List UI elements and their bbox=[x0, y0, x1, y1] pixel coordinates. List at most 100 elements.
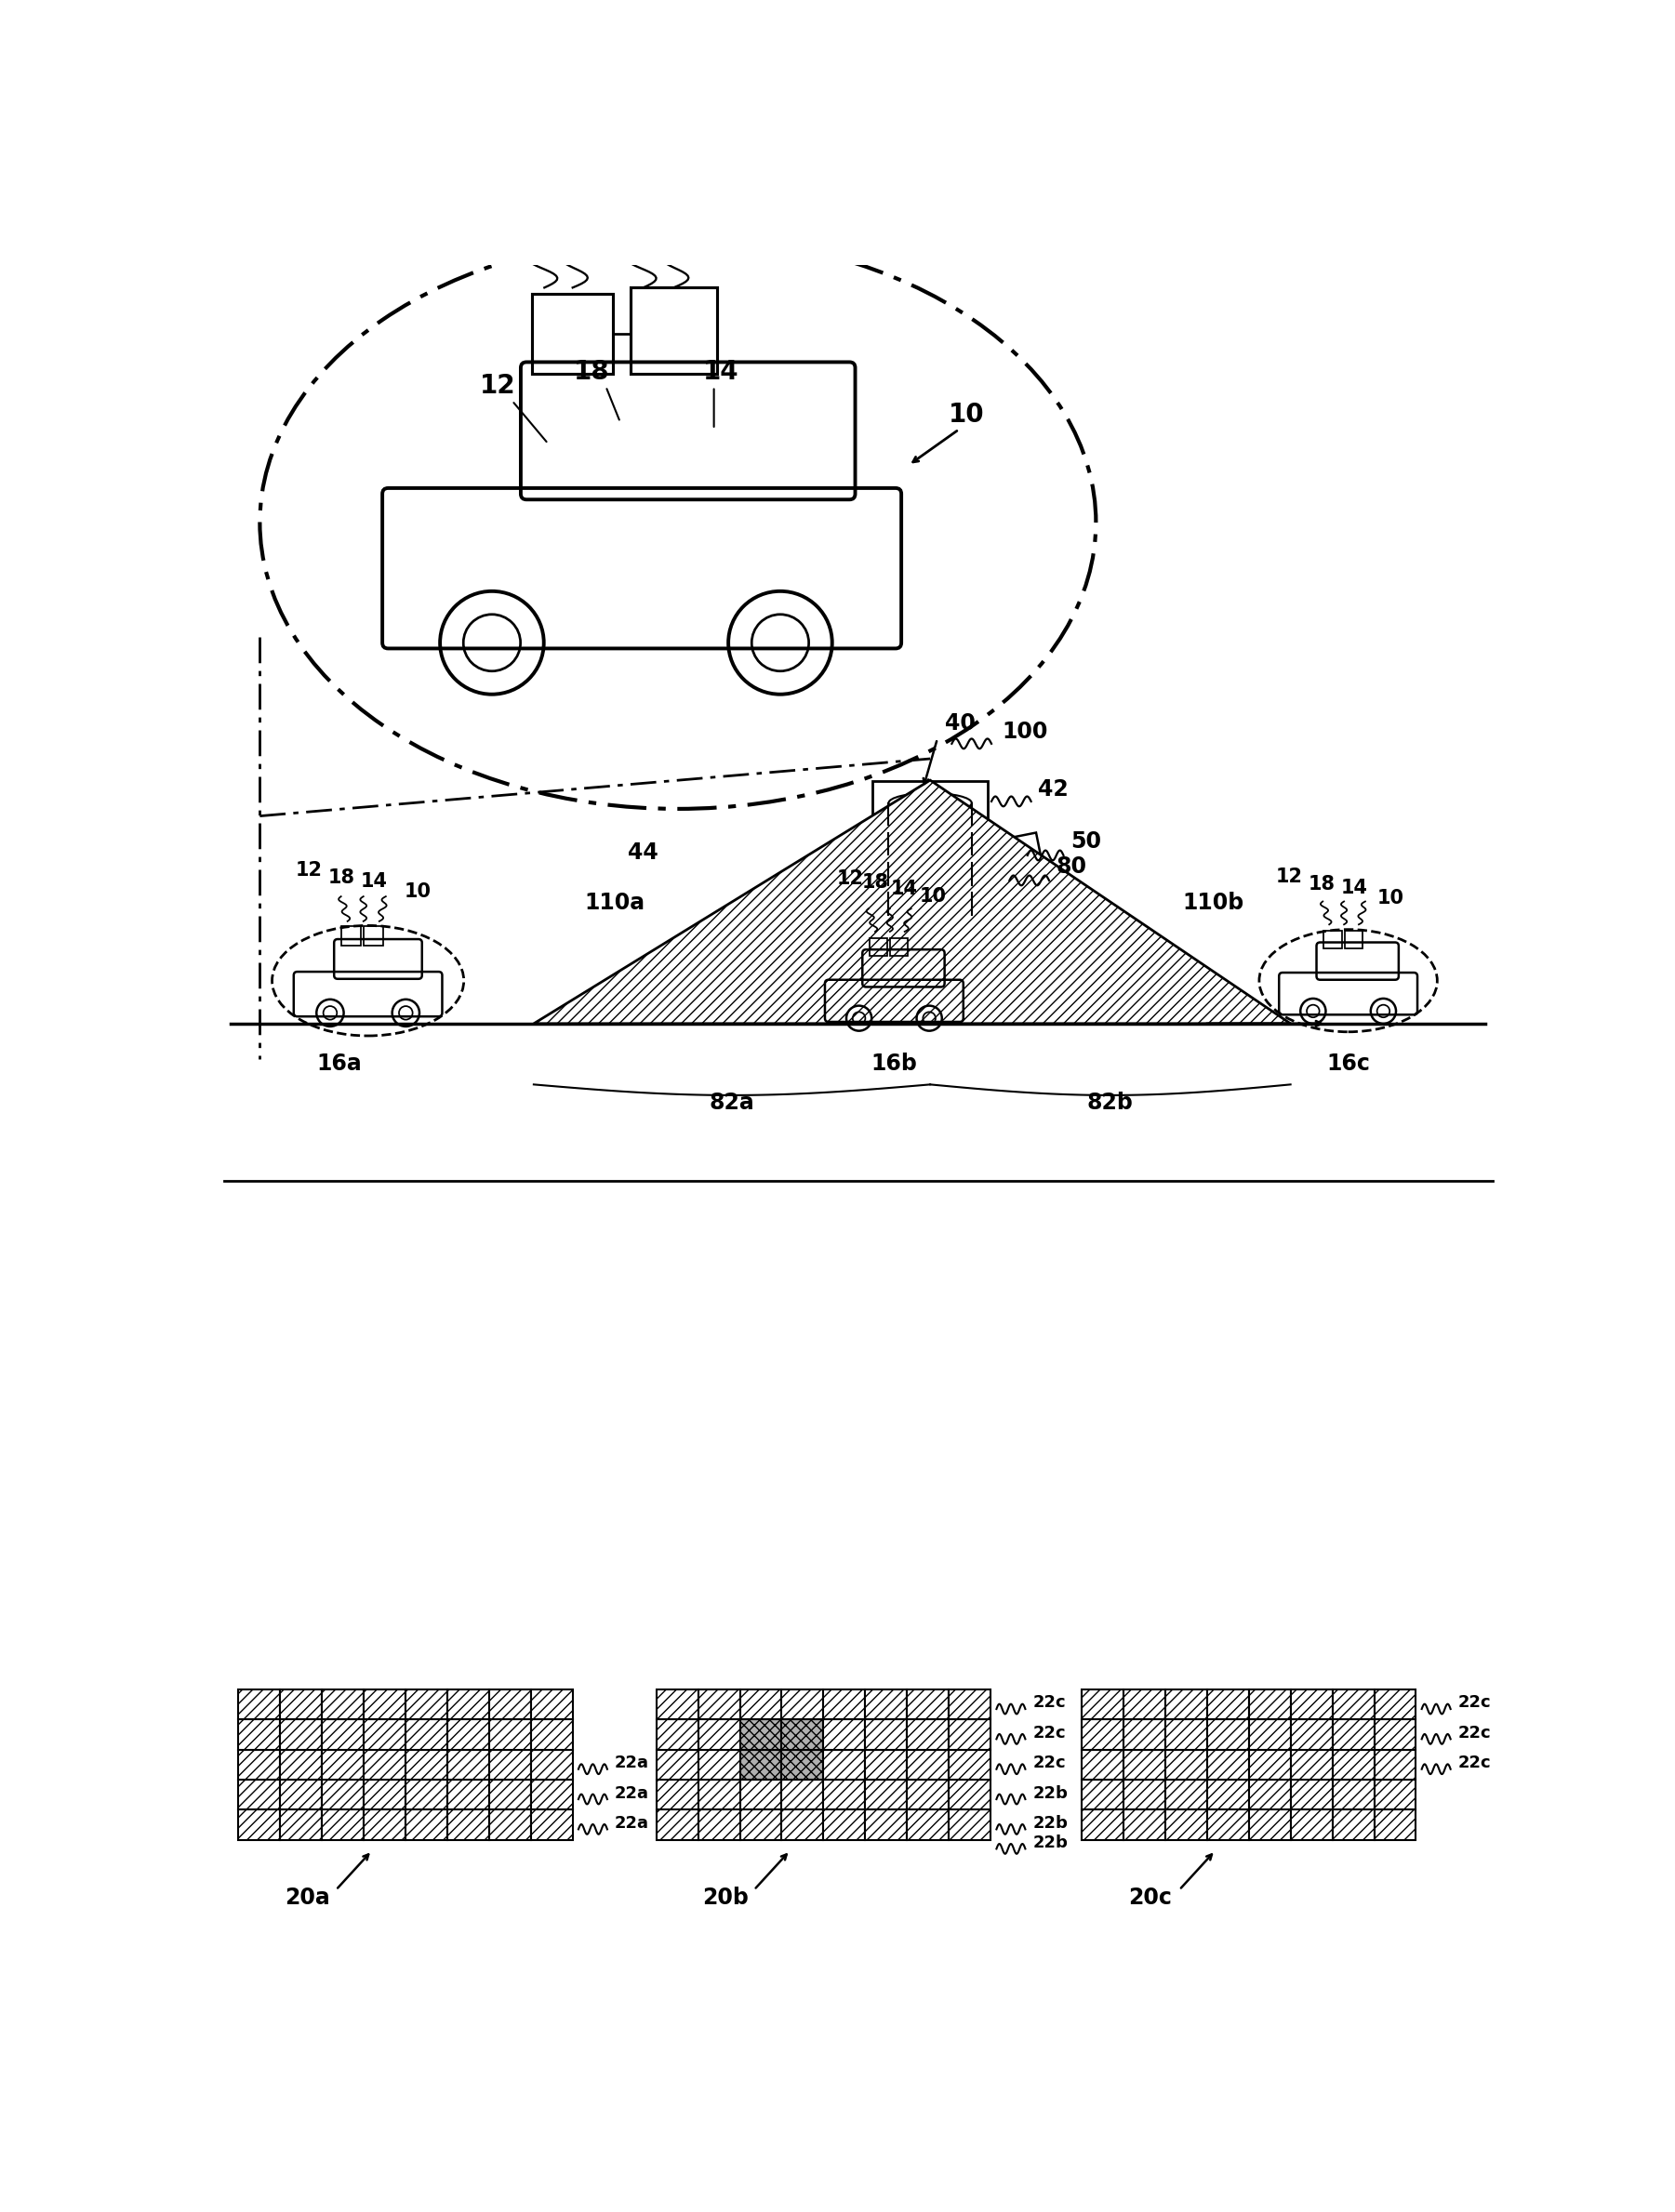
Text: 12: 12 bbox=[479, 374, 516, 398]
Text: 100: 100 bbox=[1002, 721, 1049, 743]
Bar bbox=[363, 1750, 405, 1781]
Bar bbox=[866, 1719, 908, 1750]
Bar bbox=[238, 1781, 280, 1809]
Text: 14: 14 bbox=[1342, 878, 1368, 898]
Bar bbox=[824, 1750, 866, 1781]
Bar bbox=[1208, 1690, 1250, 1719]
Text: 18: 18 bbox=[573, 358, 610, 385]
Text: 22c: 22c bbox=[1457, 1725, 1491, 1741]
Text: 22a: 22a bbox=[615, 1785, 648, 1801]
Bar bbox=[322, 1781, 363, 1809]
Bar bbox=[782, 1781, 824, 1809]
Text: 20b: 20b bbox=[702, 1887, 749, 1909]
Bar bbox=[657, 1750, 698, 1781]
Bar bbox=[280, 1750, 322, 1781]
Text: 14: 14 bbox=[703, 358, 739, 385]
Text: 18: 18 bbox=[861, 874, 889, 891]
Bar bbox=[657, 1690, 698, 1719]
Bar bbox=[1290, 1750, 1332, 1781]
Bar bbox=[740, 1750, 782, 1781]
Bar bbox=[740, 1690, 782, 1719]
Text: 22c: 22c bbox=[1032, 1725, 1065, 1741]
Bar bbox=[1290, 1809, 1332, 1840]
Bar bbox=[657, 1809, 698, 1840]
Bar bbox=[447, 1809, 489, 1840]
Bar bbox=[1332, 1690, 1373, 1719]
Bar bbox=[1208, 1719, 1250, 1750]
Bar bbox=[447, 1781, 489, 1809]
Text: 10: 10 bbox=[948, 403, 985, 427]
Text: 10: 10 bbox=[920, 887, 946, 905]
Bar bbox=[1332, 1750, 1373, 1781]
Text: 22b: 22b bbox=[1032, 1785, 1067, 1801]
Bar bbox=[363, 1781, 405, 1809]
Bar bbox=[824, 1690, 866, 1719]
Bar bbox=[533, 294, 613, 374]
Bar bbox=[405, 1781, 447, 1809]
Text: 16c: 16c bbox=[1327, 1053, 1370, 1075]
Bar bbox=[1082, 1690, 1124, 1719]
Bar bbox=[824, 1809, 866, 1840]
Bar bbox=[342, 927, 360, 945]
Bar bbox=[1373, 1781, 1415, 1809]
Bar bbox=[1124, 1750, 1166, 1781]
Bar bbox=[866, 1809, 908, 1840]
Text: 20a: 20a bbox=[285, 1887, 330, 1909]
Text: 110a: 110a bbox=[585, 891, 645, 914]
Bar bbox=[1332, 1719, 1373, 1750]
Bar bbox=[908, 1809, 950, 1840]
Bar bbox=[1373, 1750, 1415, 1781]
Bar bbox=[405, 1750, 447, 1781]
Bar bbox=[950, 1690, 990, 1719]
Bar bbox=[1323, 931, 1342, 949]
Polygon shape bbox=[534, 781, 1290, 1024]
Bar bbox=[1082, 1719, 1124, 1750]
Bar bbox=[1124, 1690, 1166, 1719]
Bar bbox=[1124, 1719, 1166, 1750]
Bar bbox=[1082, 1809, 1124, 1840]
Bar bbox=[782, 1690, 824, 1719]
Bar bbox=[1290, 1719, 1332, 1750]
Bar bbox=[405, 1719, 447, 1750]
Bar bbox=[866, 1690, 908, 1719]
Bar bbox=[698, 1719, 740, 1750]
Bar bbox=[238, 1809, 280, 1840]
Bar bbox=[531, 1809, 573, 1840]
Bar bbox=[1373, 1719, 1415, 1750]
Bar bbox=[1250, 1719, 1290, 1750]
Bar bbox=[405, 1809, 447, 1840]
Bar bbox=[782, 1750, 824, 1781]
Text: 40: 40 bbox=[945, 712, 975, 734]
Text: 14: 14 bbox=[360, 872, 387, 891]
Bar bbox=[363, 927, 384, 945]
Bar bbox=[405, 1690, 447, 1719]
Bar bbox=[238, 1750, 280, 1781]
Bar bbox=[698, 1809, 740, 1840]
Bar bbox=[740, 1809, 782, 1840]
Bar bbox=[824, 1719, 866, 1750]
Text: 14: 14 bbox=[891, 880, 918, 898]
Bar bbox=[363, 1719, 405, 1750]
Bar bbox=[1332, 1809, 1373, 1840]
Bar bbox=[1345, 931, 1362, 949]
Text: 22a: 22a bbox=[615, 1754, 648, 1772]
Bar bbox=[489, 1690, 531, 1719]
Text: 42: 42 bbox=[1038, 779, 1069, 801]
Bar bbox=[740, 1781, 782, 1809]
Bar bbox=[447, 1750, 489, 1781]
Text: 20c: 20c bbox=[1129, 1887, 1172, 1909]
Bar bbox=[950, 1750, 990, 1781]
Text: 12: 12 bbox=[836, 869, 863, 887]
Bar bbox=[891, 938, 908, 956]
Bar bbox=[489, 1750, 531, 1781]
Text: 16a: 16a bbox=[317, 1053, 362, 1075]
Bar bbox=[1166, 1809, 1208, 1840]
Bar bbox=[908, 1781, 950, 1809]
Bar bbox=[866, 1781, 908, 1809]
Bar bbox=[280, 1809, 322, 1840]
Bar bbox=[950, 1809, 990, 1840]
Bar bbox=[1208, 1750, 1250, 1781]
Bar bbox=[280, 1781, 322, 1809]
Bar bbox=[657, 1781, 698, 1809]
Bar bbox=[531, 1750, 573, 1781]
